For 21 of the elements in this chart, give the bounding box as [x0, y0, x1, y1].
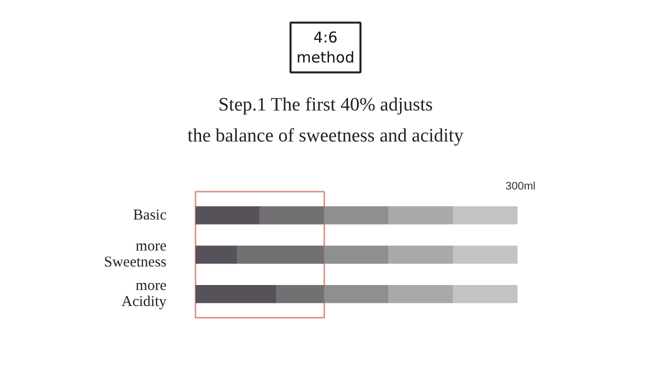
bar: [453, 285, 518, 304]
bar: [453, 246, 518, 264]
bar: [196, 246, 238, 264]
y-tick-label: Basic: [133, 207, 167, 224]
chart-title: 4:6 method: [296, 28, 354, 66]
y-tick-label: more Sweetness: [104, 238, 167, 271]
bar: [453, 206, 518, 224]
annotation: 300ml: [506, 180, 536, 192]
bar: [237, 246, 324, 264]
y-tick-label: more Acidity: [122, 278, 167, 310]
bar: [388, 206, 454, 224]
bar: [388, 285, 454, 304]
bar: [196, 285, 276, 304]
bar: [324, 206, 389, 224]
bar: [260, 206, 324, 224]
bar: [324, 246, 389, 264]
chart-subtitle: Step.1 The first 40% adjusts the balance of sweetness and acidity: [188, 94, 464, 146]
bar: [196, 206, 260, 224]
bar: [388, 246, 454, 264]
bar: [276, 285, 324, 304]
bar: [324, 285, 389, 304]
